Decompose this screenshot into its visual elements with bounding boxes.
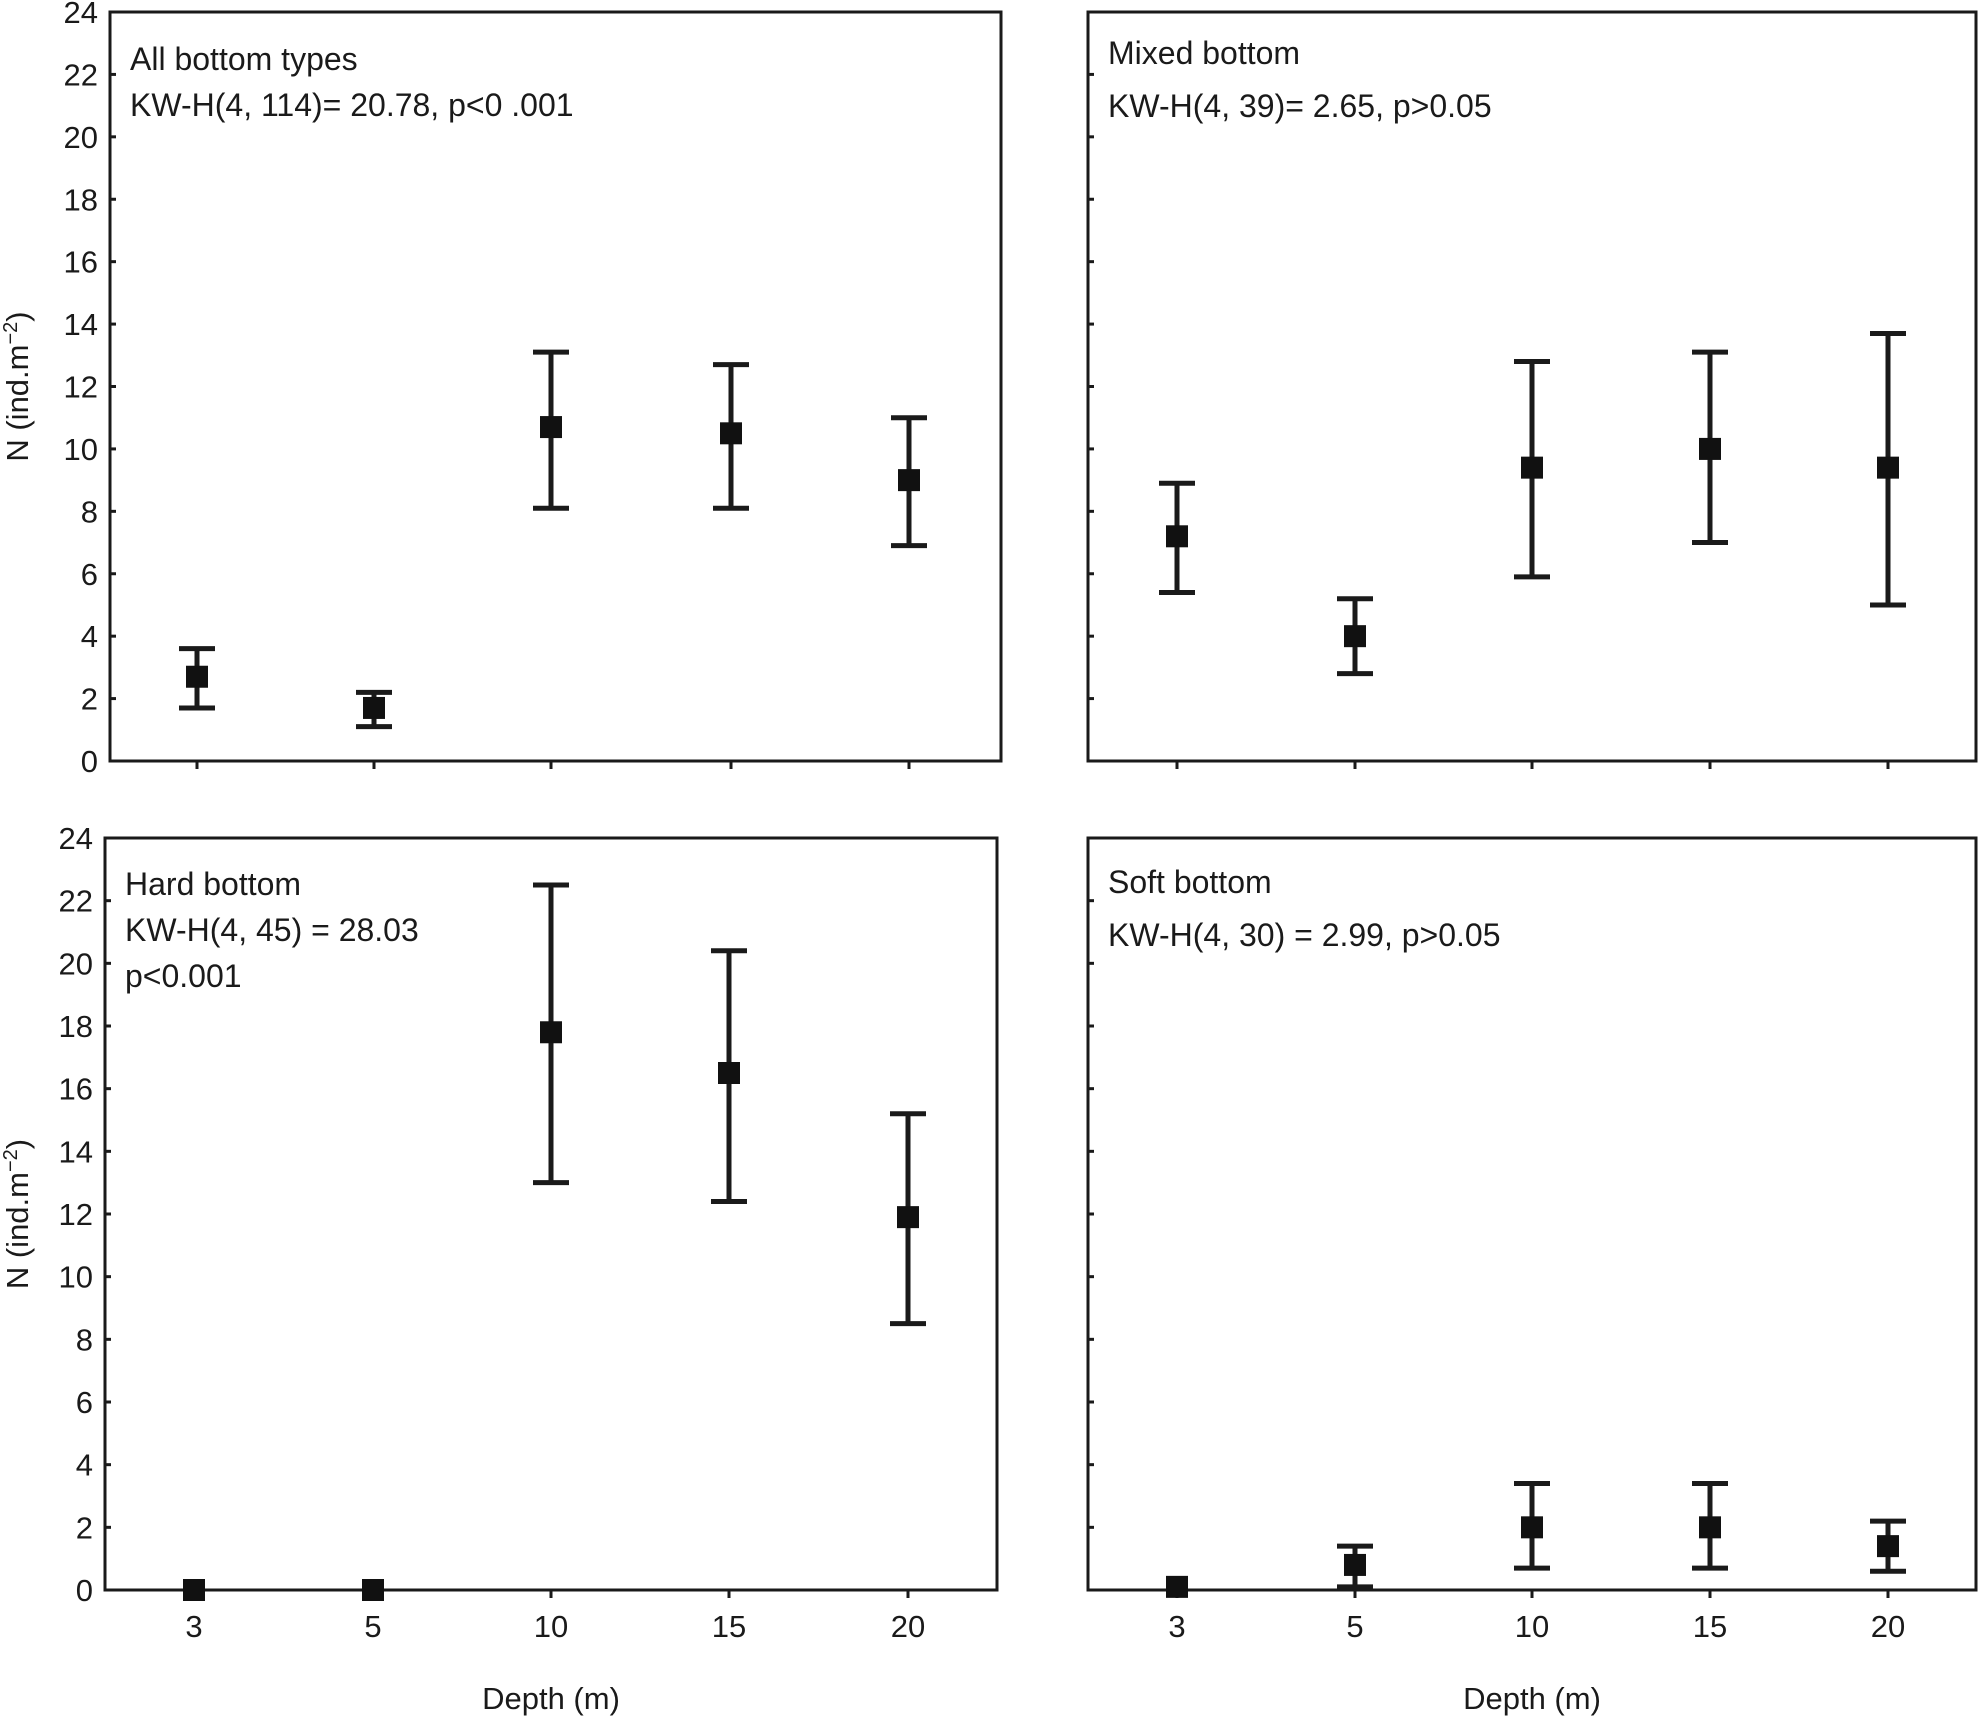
panel-annotation: KW-H(4, 114)= 20.78, p<0 .001 [130, 87, 574, 123]
data-point [540, 416, 562, 439]
y-tick-label: 4 [76, 1448, 93, 1483]
x-axis-label: Depth (m) [1463, 1681, 1601, 1716]
y-tick-label: 16 [59, 1072, 93, 1107]
panel-top-right: Mixed bottom KW-H(4, 39)= 2.65, p>0.05 [1086, 10, 1978, 769]
plot-frame [108, 10, 1003, 763]
data-point [897, 1206, 919, 1229]
panel-bottom-right: 3 5 10 15 20 Soft bottom KW-H(4, 30) = 2.99, p… [1086, 836, 1978, 1716]
data-point [898, 469, 920, 492]
data-point [186, 665, 208, 688]
y-tick-label: 16 [64, 245, 98, 280]
data-point [1877, 456, 1899, 479]
y-tick-label: 10 [59, 1260, 93, 1295]
x-tick-label: 10 [534, 1609, 568, 1644]
y-axis-label: N (ind.m−2) [0, 1139, 35, 1289]
y-tick-label: 0 [76, 1573, 93, 1608]
data-point [183, 1579, 205, 1601]
y-tick-label: 22 [64, 57, 98, 92]
data-point [718, 1062, 740, 1084]
y-axis-label-superscript: −2 [0, 1149, 22, 1172]
y-tick-label: 2 [76, 1510, 93, 1545]
y-tick-label: 10 [64, 432, 98, 467]
x-tick-label: 15 [1693, 1609, 1727, 1644]
y-tick-label: 6 [76, 1385, 93, 1420]
x-tick-label: 3 [185, 1609, 202, 1644]
y-tick-label: 20 [59, 946, 93, 981]
y-axis-label-text: N (ind.m [0, 1172, 35, 1289]
x-tick-label: 15 [712, 1609, 746, 1644]
x-tick-label: 5 [1346, 1609, 1363, 1644]
y-axis-label: N (ind.m−2) [0, 311, 35, 461]
y-tick-label: 0 [81, 744, 98, 779]
y-tick-label: 2 [81, 682, 98, 717]
y-axis-label-close: ) [0, 1139, 35, 1149]
data-point [1699, 437, 1721, 460]
panel-annotation: Mixed bottom [1108, 35, 1300, 71]
x-axis-label: Depth (m) [482, 1681, 620, 1716]
y-tick-label: 8 [81, 494, 98, 529]
panel-annotation: Soft bottom [1108, 864, 1272, 900]
data-point [1166, 525, 1188, 548]
y-axis-label-text: N (ind.m [0, 345, 35, 462]
data-point [1699, 1516, 1721, 1539]
y-tick-label: 12 [64, 370, 98, 405]
y-tick-label: 14 [64, 307, 98, 342]
y-tick-label: 12 [59, 1197, 93, 1232]
data-point [1521, 1516, 1543, 1539]
panel-annotation: p<0.001 [125, 958, 242, 994]
data-point [1344, 1553, 1366, 1576]
x-tick-label: 10 [1515, 1609, 1549, 1644]
y-tick-label: 22 [59, 884, 93, 919]
panel-annotation: Hard bottom [125, 866, 301, 902]
data-point [1877, 1535, 1899, 1558]
x-tick-label: 5 [364, 1609, 381, 1644]
y-tick-label: 8 [76, 1322, 93, 1357]
panel-annotation: KW-H(4, 45) = 28.03 [125, 912, 419, 948]
y-tick-label: 24 [59, 821, 93, 856]
panel-annotation: KW-H(4, 30) = 2.99, p>0.05 [1108, 917, 1501, 953]
x-tick-label: 20 [1871, 1609, 1905, 1644]
y-axis-label-close: ) [0, 311, 35, 321]
data-point [1344, 625, 1366, 648]
data-point [720, 422, 742, 445]
y-axis-label-superscript: −2 [0, 322, 22, 345]
data-point [540, 1021, 562, 1044]
data-point [362, 1579, 384, 1601]
data-point [363, 696, 385, 719]
x-tick-label: 20 [891, 1609, 925, 1644]
y-tick-label: 4 [81, 619, 98, 654]
y-tick-label: 20 [64, 120, 98, 155]
y-tick-label: 14 [59, 1134, 93, 1169]
y-tick-label: 24 [64, 0, 98, 30]
panel-annotation: KW-H(4, 39)= 2.65, p>0.05 [1108, 88, 1492, 124]
data-point [1521, 456, 1543, 479]
data-point [1166, 1575, 1188, 1598]
y-tick-label: 18 [59, 1009, 93, 1044]
x-tick-label: 3 [1168, 1609, 1185, 1644]
y-tick-label: 18 [64, 182, 98, 217]
y-tick-label: 6 [81, 557, 98, 592]
panel-annotation: All bottom types [130, 41, 358, 77]
